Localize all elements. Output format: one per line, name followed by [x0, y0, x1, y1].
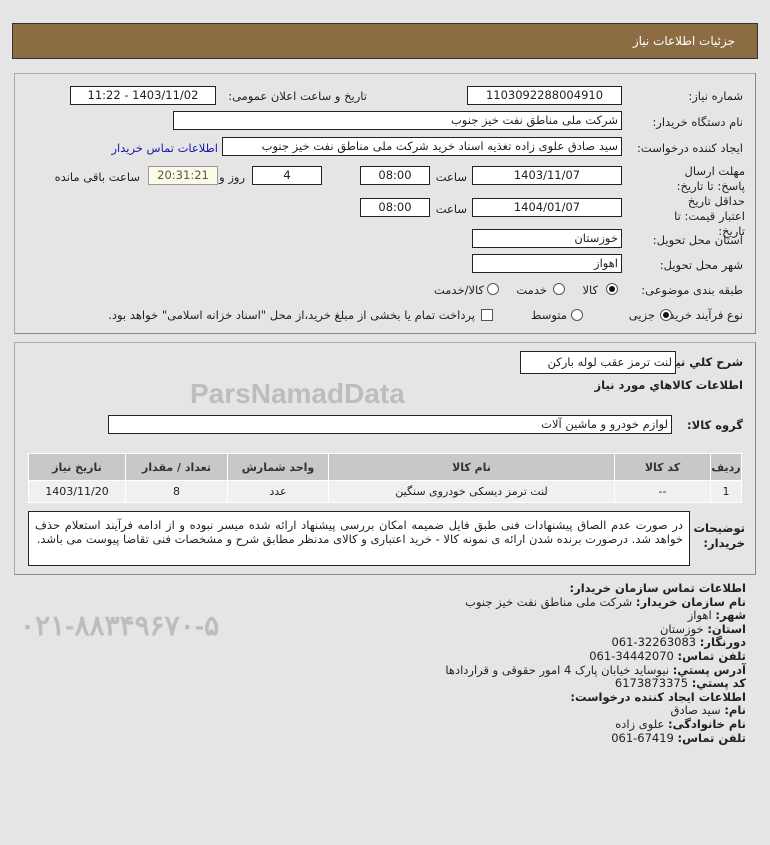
process-option-minor: جزیی [628, 308, 655, 322]
name-value: سید صادق [670, 703, 721, 718]
validity-date-field[interactable]: 1404/01/07 [472, 198, 622, 217]
city-field[interactable]: اهواز [472, 254, 622, 273]
city-label: شهر محل تحویل: [659, 258, 743, 272]
creator-label: ایجاد کننده درخواست: [637, 141, 743, 155]
treasury-payment-checkbox[interactable] [481, 309, 493, 321]
province-label: استان محل تحویل: [652, 233, 743, 247]
col-unit: واحد شمارش [227, 453, 329, 481]
category-radio-goods[interactable] [606, 283, 618, 295]
postal-value: 6173873375 [614, 676, 689, 691]
creator-phone-label: تلفن تماس: [677, 730, 746, 745]
city-label-c: شهر: [715, 608, 746, 623]
goods-group-label: گروه کالا: [687, 418, 743, 432]
table-row: 1 -- لنت ترمز دیسکی خودروی سنگین عدد 8 1… [28, 480, 742, 503]
category-option-both: کالا/خدمت [433, 283, 484, 297]
col-row: ردیف [710, 453, 742, 481]
postal-label: کد پستي: [691, 676, 746, 691]
goods-table: ردیف کد کالا نام کالا واحد شمارش تعداد /… [28, 453, 742, 503]
buyer-org-field[interactable]: شرکت ملی مناطق نفت خیز جنوب [173, 111, 622, 130]
address-value: نیوساید خیابان پارک 4 امور حقوقی و قرارد… [445, 662, 670, 677]
deadline-label: مهلت ارسال پاسخ: تا تاریخ: [676, 164, 745, 193]
goods-section-title: اطلاعات كالاهاي مورد نياز [594, 378, 743, 392]
category-option-goods: کالا [582, 283, 598, 297]
creator-info-title: اطلاعات ایجاد کننده درخواست: [570, 689, 746, 704]
phone-value: 061-34442070 [589, 648, 674, 663]
watermark: ParsNamadData [190, 378, 405, 409]
remaining-label: ساعت باقی مانده [54, 170, 140, 184]
creator-field[interactable]: سید صادق علوی زاده تغذیه اسناد خرید شرکت… [222, 137, 622, 156]
need-number-label: شماره نیاز: [688, 89, 743, 103]
cell-row: 1 [710, 480, 742, 503]
family-value: علوی زاده [615, 716, 665, 731]
goods-group-field[interactable]: لوازم خودرو و ماشین آلات [108, 415, 672, 434]
cell-date: 1403/11/20 [28, 480, 126, 503]
process-radio-medium[interactable] [571, 309, 583, 321]
watermark-phone: ۰۲۱-۸۸۳۴۹۶۷۰-۵ [20, 610, 220, 641]
validity-time-label: ساعت [435, 202, 467, 216]
category-option-service: خدمت [516, 283, 547, 297]
province-label-c: استان: [707, 621, 746, 636]
contact-section: اطلاعات تماس سازمان خریدار: نام سازمان خ… [445, 581, 746, 745]
name-label: نام: [724, 703, 746, 718]
buyer-contact-link[interactable]: اطلاعات تماس خریدار [111, 141, 218, 155]
col-code: کد کالا [614, 453, 711, 481]
deadline-date-field[interactable]: 1403/11/07 [472, 166, 622, 185]
announce-field[interactable]: 1403/11/02 - 11:22 [70, 86, 216, 105]
process-radio-minor[interactable] [660, 309, 672, 321]
address-label: آدرس پستي: [672, 662, 746, 677]
days-label: روز و [219, 170, 245, 184]
cell-name: لنت ترمز دیسکی خودروی سنگین [328, 480, 615, 503]
treasury-payment-note: پرداخت تمام یا بخشی از مبلغ خرید،از محل … [108, 308, 475, 322]
province-value: خوزستان [659, 621, 704, 636]
announce-label: تاریخ و ساعت اعلان عمومی: [228, 89, 367, 103]
days-field[interactable]: 4 [252, 166, 322, 185]
cell-unit: عدد [227, 480, 329, 503]
fax-value: 061-32263083 [611, 635, 697, 650]
deadline-time-field[interactable]: 08:00 [360, 166, 430, 185]
fax-label: دورنگار: [699, 635, 746, 650]
col-date: تاریخ نیاز [28, 453, 126, 481]
org-value: شرکت ملی مناطق نفت خیز جنوب [465, 594, 633, 609]
phone-label: تلفن تماس: [677, 648, 746, 663]
category-radio-both[interactable] [487, 283, 499, 295]
category-label: طبقه بندی موضوعی: [641, 283, 743, 297]
city-value: اهواز [687, 608, 712, 623]
summary-field[interactable]: لنت ترمز عقب لوله بارکن [520, 351, 676, 374]
page-title: جزئیات اطلاعات نیاز [632, 34, 735, 48]
col-name: نام کالا [328, 453, 615, 481]
process-option-medium: متوسط [530, 308, 567, 322]
notes-label: توضیحات خریدار: [693, 521, 746, 550]
remaining-time-field: 20:31:21 [148, 166, 218, 185]
province-field[interactable]: خوزستان [472, 229, 622, 248]
summary-label: شرح كلي نياز: [660, 355, 743, 369]
category-radio-service[interactable] [553, 283, 565, 295]
deadline-time-label: ساعت [435, 170, 467, 184]
process-label: نوع فرآیند خرید : [661, 308, 743, 322]
contact-title: اطلاعات تماس سازمان خریدار: [569, 581, 746, 595]
creator-phone-value: 061-67419 [611, 730, 674, 745]
table-header-row: ردیف کد کالا نام کالا واحد شمارش تعداد /… [28, 453, 742, 481]
org-label: نام سازمان خریدار: [635, 594, 746, 609]
validity-time-field[interactable]: 08:00 [360, 198, 430, 217]
page-header: جزئیات اطلاعات نیاز [12, 23, 758, 59]
validity-label: حداقل تاریخ اعتبار قیمت: تا تاریخ: [674, 194, 745, 238]
cell-code: -- [614, 480, 711, 503]
buyer-org-label: نام دستگاه خریدار: [652, 115, 743, 129]
buyer-notes: در صورت عدم الصاق پیشنهادات فنی طبق فایل… [28, 511, 690, 566]
family-label: نام خانوادگی: [668, 716, 746, 731]
col-qty: تعداد / مقدار [125, 453, 228, 481]
need-number-field[interactable]: 1103092288004910 [467, 86, 622, 105]
cell-qty: 8 [125, 480, 228, 503]
